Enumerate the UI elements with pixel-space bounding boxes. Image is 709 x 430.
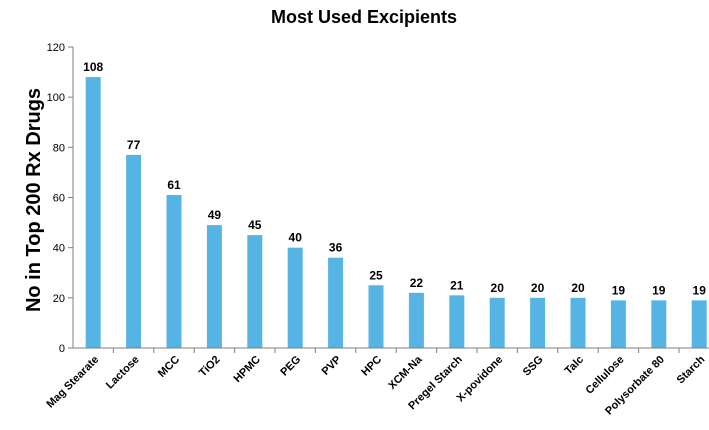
chart-title: Most Used Excipients [271, 7, 457, 27]
bar [651, 300, 667, 348]
category-label: PVP [320, 354, 344, 378]
category-label: PEG [278, 354, 303, 379]
category-label: SSG [521, 354, 546, 379]
category-label: TiO2 [197, 354, 223, 380]
category-label: Mag Stearate [44, 354, 101, 411]
data-label: 61 [167, 178, 181, 192]
bar [85, 77, 101, 348]
y-tick-label: 120 [47, 42, 65, 54]
bar [449, 295, 465, 348]
bar [328, 257, 344, 348]
data-label: 21 [450, 278, 464, 292]
category-labels: Mag Stearate Lactose MCC TiO2 HPMC PEG PVP HPC X… [44, 348, 708, 417]
y-tick-label: 80 [53, 142, 65, 154]
data-label: 36 [329, 241, 343, 255]
y-tick-label: 0 [59, 343, 65, 355]
data-label: 20 [531, 281, 545, 295]
category-label: Lactose [104, 354, 142, 392]
data-label: 45 [248, 218, 262, 232]
bar [530, 297, 546, 348]
data-label: 20 [491, 281, 505, 295]
category-label: Talc [563, 354, 586, 377]
bar [691, 300, 707, 348]
bars [85, 77, 707, 348]
y-tick-label: 20 [53, 293, 65, 305]
category-label: Starch [675, 353, 708, 386]
data-label: 22 [410, 276, 424, 290]
bar [489, 297, 505, 348]
data-label: 19 [693, 283, 707, 297]
bar [287, 247, 303, 348]
category-label: HPC [359, 354, 384, 379]
data-label: 19 [652, 283, 666, 297]
category-label: MCC [156, 354, 182, 380]
bar [126, 154, 142, 348]
y-axis-ticks: 0 20 40 60 80 100 120 [47, 42, 73, 355]
data-label: 25 [369, 268, 383, 282]
data-label: 19 [612, 283, 626, 297]
category-label: Cellulose [583, 354, 626, 397]
data-label: 20 [571, 281, 585, 295]
category-label: HPMC [232, 354, 263, 385]
bar [166, 194, 182, 348]
data-label: 108 [83, 60, 103, 74]
bar [368, 285, 384, 348]
y-tick-label: 60 [53, 193, 65, 205]
bar [206, 225, 222, 348]
bar [247, 235, 263, 348]
bar [570, 297, 586, 348]
data-labels: 108 77 61 49 45 40 36 25 22 21 20 20 20 19 19 19 [83, 60, 706, 297]
data-label: 49 [208, 208, 222, 222]
bar [408, 292, 424, 348]
data-label: 77 [127, 138, 141, 152]
category-label: XCM-Na [386, 353, 425, 392]
bar [610, 300, 626, 348]
data-label: 40 [289, 231, 303, 245]
y-tick-label: 40 [53, 243, 65, 255]
y-axis-label: No in Top 200 Rx Drugs [23, 88, 45, 312]
y-tick-label: 100 [47, 92, 65, 104]
